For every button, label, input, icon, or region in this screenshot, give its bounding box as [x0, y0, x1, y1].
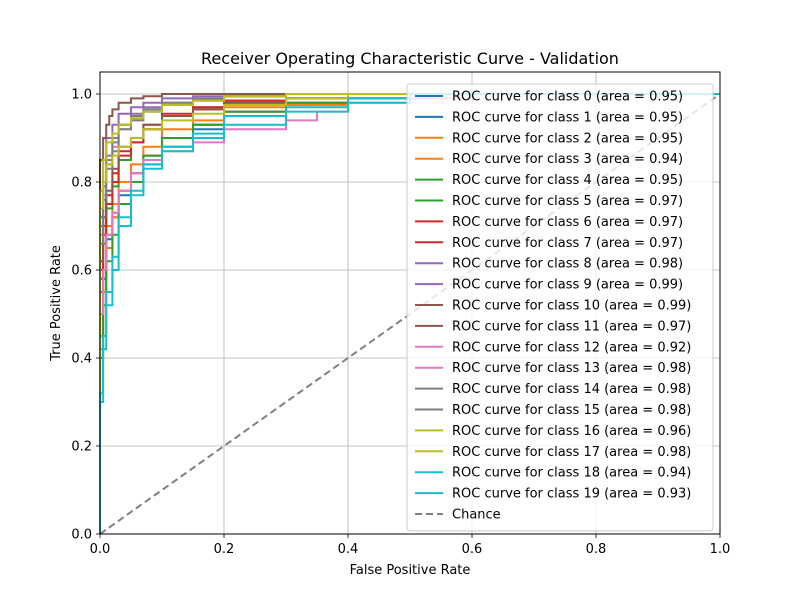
y-tick-label: 1.0 [71, 88, 92, 103]
legend-entry: ROC curve for class 10 (area = 0.99) [452, 299, 691, 314]
y-ticks: 0.0 0.2 0.4 0.6 0.8 1.0 [71, 88, 100, 543]
x-axis-label: False Positive Rate [350, 563, 471, 578]
x-tick-label: 1.0 [710, 542, 731, 557]
x-ticks: 0.0 0.2 0.4 0.6 0.8 1.0 [90, 534, 731, 557]
legend-entry: ROC curve for class 6 (area = 0.97) [452, 215, 683, 230]
x-tick-label: 0.8 [586, 542, 607, 557]
legend-entry: ROC curve for class 15 (area = 0.98) [452, 403, 691, 418]
legend-entry: ROC curve for class 5 (area = 0.97) [452, 194, 683, 209]
legend-entry: ROC curve for class 8 (area = 0.98) [452, 257, 683, 272]
plot-frame [99, 71, 721, 535]
legend-entry: ROC curve for class 7 (area = 0.97) [452, 236, 683, 251]
x-tick-label: 0.6 [462, 542, 483, 557]
legend-entry: ROC curve for class 1 (area = 0.95) [452, 110, 683, 125]
roc-curve-class-19 [99, 93, 720, 534]
legend-entry: ROC curve for class 0 (area = 0.95) [452, 90, 683, 105]
y-tick-label: 0.4 [71, 352, 92, 367]
legend-entry: ROC curve for class 17 (area = 0.98) [452, 445, 691, 460]
roc-curve-class-16 [99, 93, 720, 534]
x-tick-label: 0.2 [214, 542, 235, 557]
legend-entry: ROC curve for class 3 (area = 0.94) [452, 152, 683, 167]
legend-entry: Chance [452, 508, 501, 523]
y-axis-label: True Positive Rate [49, 245, 64, 362]
legend-entry: ROC curve for class 9 (area = 0.99) [452, 278, 683, 293]
y-tick-label: 0.0 [71, 528, 92, 543]
legend-entry: ROC curve for class 2 (area = 0.95) [452, 131, 683, 146]
legend-entry: ROC curve for class 4 (area = 0.95) [452, 173, 683, 188]
x-tick-label: 0.0 [90, 542, 111, 557]
series-lines [99, 93, 721, 535]
legend-entry: ROC curve for class 14 (area = 0.98) [452, 382, 691, 397]
legend-entry: ROC curve for class 18 (area = 0.94) [452, 466, 691, 481]
y-tick-label: 0.2 [71, 440, 92, 455]
legend-box [406, 83, 714, 532]
chart-title: Receiver Operating Characteristic Curve … [201, 49, 619, 68]
x-tick-label: 0.4 [338, 542, 359, 557]
roc-curve-class-17 [99, 93, 720, 534]
legend-entry: ROC curve for class 12 (area = 0.92) [452, 340, 691, 355]
y-tick-label: 0.8 [71, 176, 92, 191]
y-tick-label: 0.6 [71, 264, 92, 279]
legend: ROC curve for class 0 (area = 0.95) ROC c… [406, 83, 714, 532]
legend-entry: ROC curve for class 11 (area = 0.97) [452, 319, 691, 334]
roc-curve-class-10 [99, 93, 720, 534]
legend-entry: ROC curve for class 19 (area = 0.93) [452, 487, 691, 502]
legend-entry: ROC curve for class 16 (area = 0.96) [452, 424, 691, 439]
legend-entry: ROC curve for class 13 (area = 0.98) [452, 361, 691, 376]
